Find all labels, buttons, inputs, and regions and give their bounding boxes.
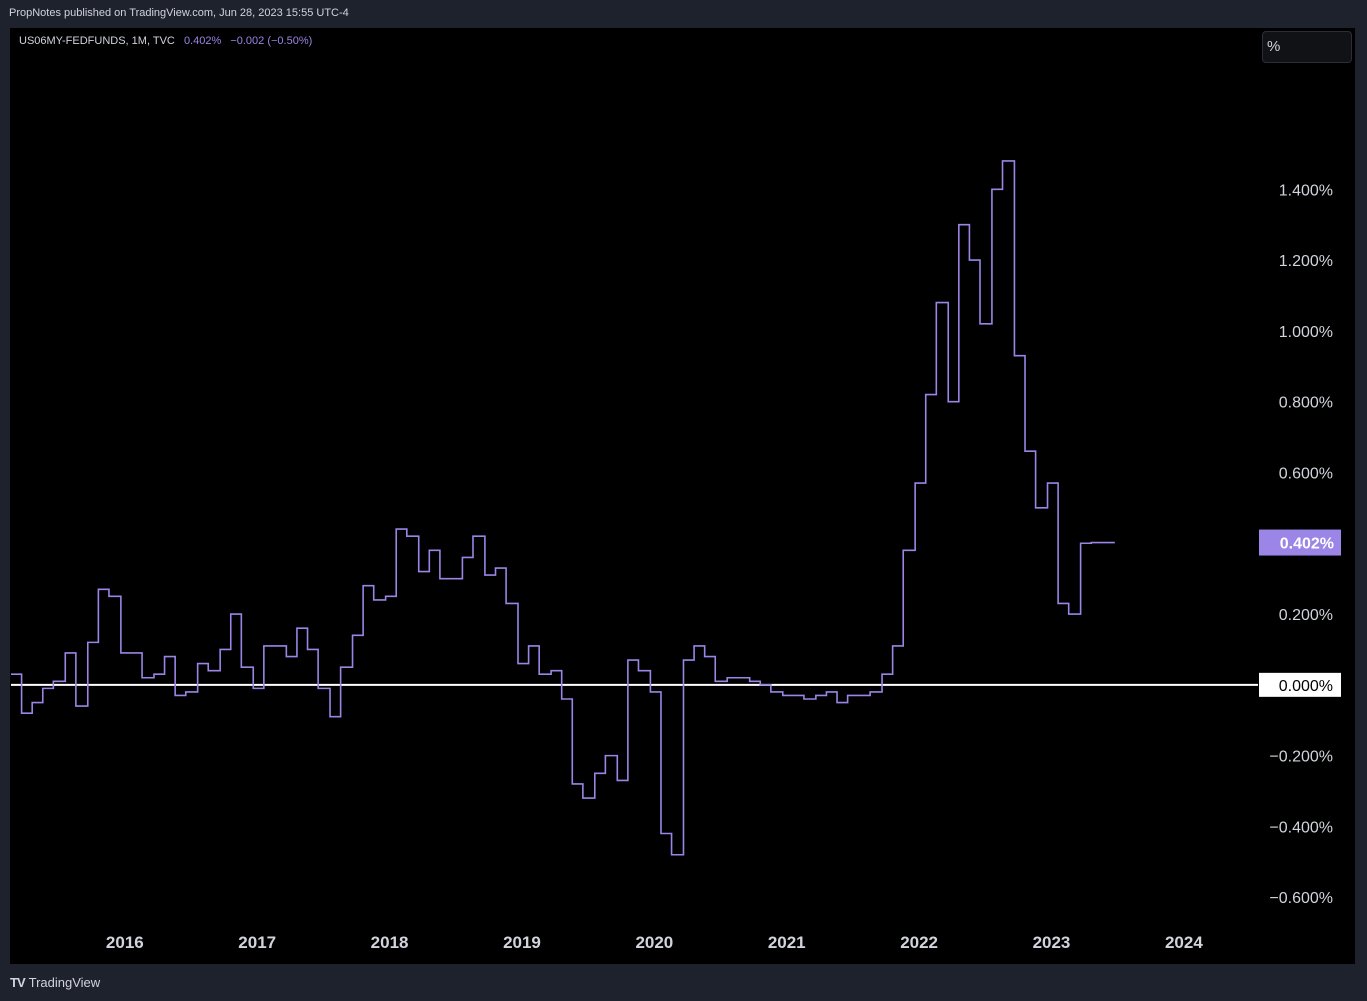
- published-caption: PropNotes published on TradingView.com, …: [9, 7, 349, 19]
- current-value-label: 0.402%: [1280, 536, 1334, 553]
- y-tick-label: −0.200%: [1269, 749, 1333, 766]
- y-tick-label: 0.600%: [1279, 465, 1333, 482]
- y-tick-label: 0.800%: [1279, 395, 1333, 412]
- legend-change: −0.002 (−0.50%): [230, 35, 313, 47]
- x-tick-label: 2019: [503, 933, 541, 952]
- legend-value: 0.402%: [183, 35, 222, 47]
- legend-symbol: US06MY-FEDFUNDS, 1M, TVC: [19, 35, 175, 47]
- x-tick-label: 2016: [106, 933, 144, 952]
- y-tick-label: 1.000%: [1279, 324, 1333, 341]
- zero-value-badge: 0.000%: [1259, 672, 1341, 697]
- y-tick-label: −0.600%: [1269, 890, 1333, 907]
- x-tick-label: 2017: [238, 933, 276, 952]
- series-legend[interactable]: US06MY-FEDFUNDS, 1M, TVC 0.402% −0.002 (…: [19, 35, 312, 47]
- y-tick-label: 1.400%: [1279, 182, 1333, 199]
- x-axis-ticks: 2016 2017 2018 2019 2020 2021 2022 2023 2024: [106, 933, 1203, 952]
- chart-pane[interactable]: [10, 28, 1355, 964]
- x-tick-label: 2023: [1033, 933, 1071, 952]
- series-line: [11, 160, 1115, 856]
- current-value-badge: 0.402%: [1259, 529, 1341, 556]
- unit-label: %: [1267, 38, 1281, 55]
- unit-selector[interactable]: %: [1262, 31, 1352, 63]
- x-tick-label: 2022: [900, 933, 938, 952]
- x-tick-label: 2021: [768, 933, 806, 952]
- tradingview-logo[interactable]: TV TradingView: [10, 975, 100, 990]
- y-tick-label: 1.200%: [1279, 253, 1333, 270]
- x-tick-label: 2024: [1165, 933, 1203, 952]
- tradingview-logo-icon: TV: [10, 975, 26, 990]
- zero-value-label: 0.000%: [1279, 678, 1333, 695]
- tradingview-brand: TradingView: [28, 975, 101, 990]
- x-tick-label: 2018: [371, 933, 409, 952]
- x-tick-label: 2020: [635, 933, 673, 952]
- y-tick-label: −0.400%: [1269, 819, 1333, 836]
- y-tick-label: 0.200%: [1279, 607, 1333, 624]
